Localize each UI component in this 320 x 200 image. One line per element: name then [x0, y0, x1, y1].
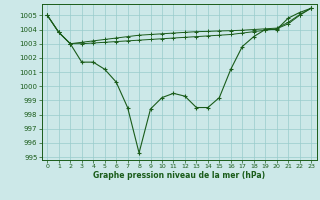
X-axis label: Graphe pression niveau de la mer (hPa): Graphe pression niveau de la mer (hPa) — [93, 171, 265, 180]
